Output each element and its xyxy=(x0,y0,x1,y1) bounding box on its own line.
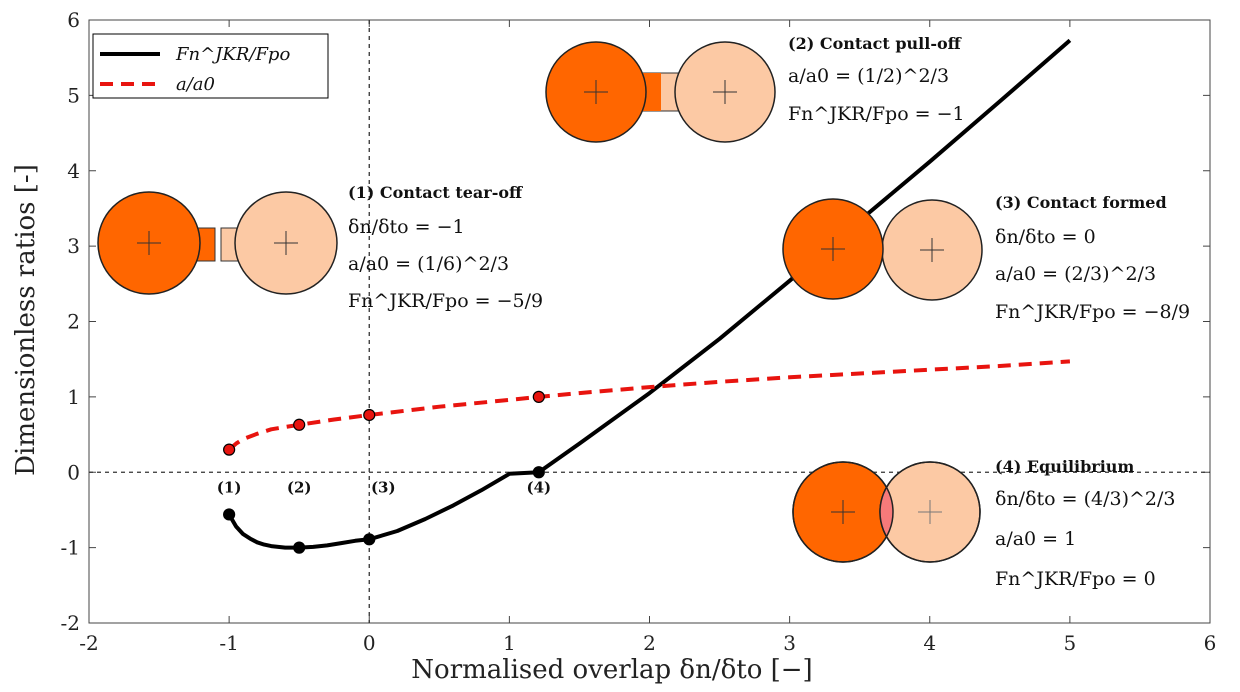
tear-off-center-cross-left xyxy=(137,231,161,255)
annotation-equilibrium-line-1: δn/δto = (4/3)^2/3 xyxy=(995,488,1176,510)
x-axis-title: Normalised overlap δn/δto [−] xyxy=(411,655,812,685)
x-tick-label: 6 xyxy=(1204,631,1217,655)
marker-contact-point xyxy=(223,443,236,456)
annotation-equilibrium-line-2: a/a0 = 1 xyxy=(995,528,1076,550)
point-labels: (1) (2) (3) (4) xyxy=(217,478,551,496)
legend-label-jkr: Fn^JKR/Fpo xyxy=(175,44,290,65)
annotation-pull-off-title: (2) Contact pull-off xyxy=(788,34,962,53)
y-tick-label: -2 xyxy=(61,611,80,635)
y-tick-label: 0 xyxy=(67,460,80,484)
series-line-jkr xyxy=(227,38,1072,550)
x-tick-label: -1 xyxy=(219,631,238,655)
annotation-tear-off-line-3: Fn^JKR/Fpo = −5/9 xyxy=(348,290,543,312)
formed-illustration xyxy=(782,198,983,301)
annotation-equilibrium-title: (4) Equilibrium xyxy=(995,457,1134,476)
point-label: (2) xyxy=(287,478,312,496)
formed-center-cross-left xyxy=(821,237,845,261)
axis-ticks xyxy=(88,19,1211,624)
legend: Fn^JKR/Fpo a/a0 xyxy=(92,33,329,99)
y-tick-label: 5 xyxy=(67,83,80,107)
equilibrium-illustration xyxy=(792,461,981,563)
pull-off-center-cross-left xyxy=(584,80,608,104)
equilibrium-particle-right-outline xyxy=(879,461,981,563)
equilibrium-center-cross-left xyxy=(831,500,855,524)
point-label: (4) xyxy=(526,478,551,496)
annotation-tear-off-line-2: a/a0 = (1/6)^2/3 xyxy=(348,253,509,275)
y-tick-label: 3 xyxy=(67,234,80,258)
annotation-tear-off-title: (1) Contact tear-off xyxy=(348,183,523,202)
annotation-pull-off: (2) Contact pull-off a/a0 = (1/2)^2/3 Fn… xyxy=(788,34,965,125)
x-tick-label: 1 xyxy=(503,631,516,655)
annotation-equilibrium: (4) Equilibrium δn/δto = (4/3)^2/3 a/a0 … xyxy=(995,457,1176,590)
annotation-formed-line-2: a/a0 = (2/3)^2/3 xyxy=(995,263,1156,285)
pull-off-center-cross-right xyxy=(713,80,737,104)
y-tick-label: 1 xyxy=(67,385,80,409)
y-axis-title: Dimensionless ratios [-] xyxy=(11,164,41,476)
annotation-pull-off-line-1: a/a0 = (1/2)^2/3 xyxy=(788,65,949,87)
tear-off-center-cross-right xyxy=(274,231,298,255)
x-tick-label: 5 xyxy=(1064,631,1077,655)
marker-contact-point xyxy=(293,418,306,431)
annotation-equilibrium-line-3: Fn^JKR/Fpo = 0 xyxy=(995,568,1156,590)
marker-contact-point xyxy=(532,390,545,403)
marker-contact-point xyxy=(363,408,376,422)
annotation-pull-off-line-2: Fn^JKR/Fpo = −1 xyxy=(788,103,965,125)
annotation-formed: (3) Contact formed δn/δto = 0 a/a0 = (2/… xyxy=(995,193,1190,323)
legend-box xyxy=(92,33,329,99)
annotation-tear-off: (1) Contact tear-off δn/δto = −1 a/a0 = … xyxy=(348,183,543,312)
marker-jkr-point xyxy=(363,533,376,546)
marker-jkr-point xyxy=(532,466,545,479)
y-tick-label: 6 xyxy=(67,8,80,32)
y-tick-label: 2 xyxy=(67,310,80,334)
x-tick-label: 0 xyxy=(363,631,376,655)
point-label: (1) xyxy=(217,478,242,496)
x-tick-label: -2 xyxy=(79,631,98,655)
annotation-formed-title: (3) Contact formed xyxy=(995,193,1167,212)
reference-lines xyxy=(89,20,1210,623)
marker-jkr-point xyxy=(223,508,236,521)
x-tick-label: 4 xyxy=(923,631,936,655)
annotation-tear-off-line-1: δn/δto = −1 xyxy=(348,216,465,238)
formed-center-cross-right xyxy=(920,238,944,262)
legend-label-contact: a/a0 xyxy=(176,74,215,95)
y-tick-label: -1 xyxy=(61,536,80,560)
pull-off-illustration xyxy=(545,41,776,143)
tick-labels: -2 -1 0 1 2 3 4 5 6 -2 -1 0 1 2 3 4 5 6 xyxy=(61,8,1217,655)
series-line-contact xyxy=(227,359,1071,452)
x-tick-label: 2 xyxy=(643,631,656,655)
equilibrium-particle-left-outline xyxy=(792,461,894,563)
y-tick-label: 4 xyxy=(67,159,80,183)
marker-layer xyxy=(223,390,545,554)
tear-off-illustration xyxy=(97,191,338,295)
series-layer xyxy=(227,38,1072,550)
equilibrium-center-cross-right xyxy=(918,500,942,524)
marker-jkr-point xyxy=(293,541,306,554)
point-label: (3) xyxy=(371,478,396,496)
annotation-formed-line-1: δn/δto = 0 xyxy=(995,226,1096,248)
annotation-formed-line-3: Fn^JKR/Fpo = −8/9 xyxy=(995,301,1190,323)
x-tick-label: 3 xyxy=(783,631,796,655)
